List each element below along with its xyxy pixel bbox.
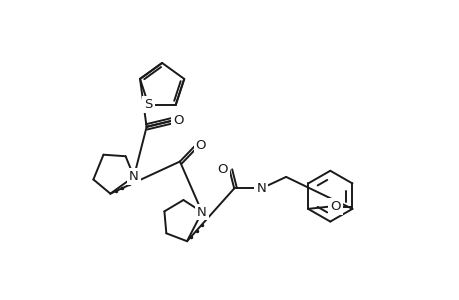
Text: S: S — [144, 98, 152, 111]
Text: O: O — [329, 200, 340, 213]
Text: N: N — [129, 170, 139, 183]
Text: O: O — [195, 139, 206, 152]
Text: O: O — [217, 164, 227, 176]
Text: O: O — [173, 114, 183, 127]
Text: N: N — [197, 206, 207, 218]
Text: N: N — [256, 182, 266, 195]
